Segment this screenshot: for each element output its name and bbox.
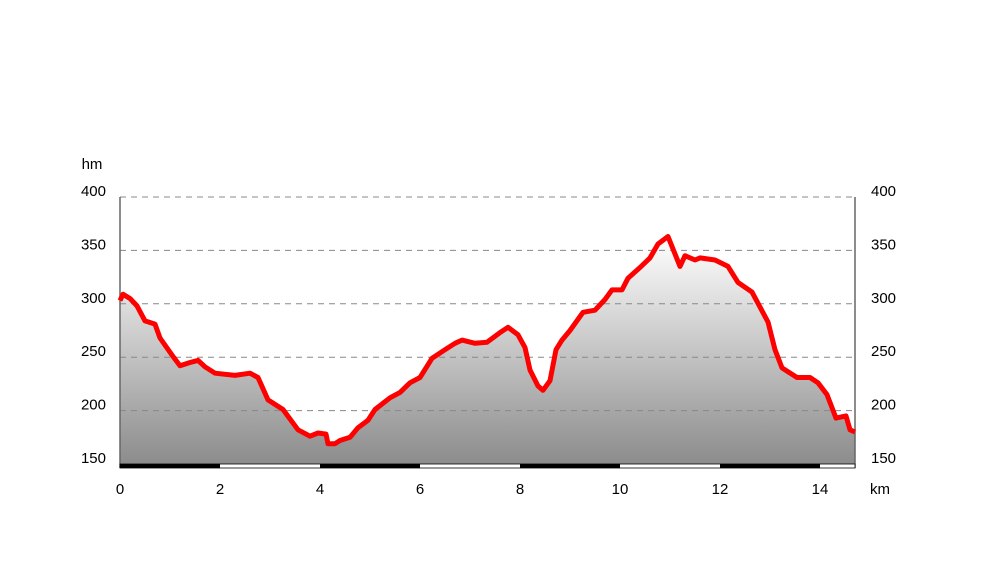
scale-segment: [120, 464, 220, 468]
x-tick-label: 10: [612, 481, 629, 498]
scale-segment: [720, 464, 820, 468]
y-tick-label-right: 250: [871, 343, 896, 360]
y-tick-label-right: 300: [871, 290, 896, 307]
y-tick-label: 200: [81, 397, 106, 414]
y-tick-label: 350: [81, 236, 106, 253]
x-tick-label: 2: [216, 481, 224, 498]
y-tick-label-right: 400: [871, 183, 896, 200]
y-tick-label: 250: [81, 343, 106, 360]
y-tick-label-right: 350: [871, 236, 896, 253]
y-tick-label-right: 200: [871, 397, 896, 414]
x-tick-label: 8: [516, 481, 524, 498]
elevation-line: [117, 234, 857, 447]
scale-segment: [320, 464, 420, 468]
area-fill: [120, 236, 855, 464]
x-axis-label: km: [870, 481, 890, 498]
x-tick-label: 12: [712, 481, 729, 498]
y-tick-label-right: 150: [871, 450, 896, 467]
y-tick-label: 400: [81, 183, 106, 200]
x-tick-label: 14: [812, 481, 829, 498]
y-axis-label: hm: [82, 156, 103, 173]
x-tick-label: 0: [116, 481, 124, 498]
x-tick-label: 4: [316, 481, 324, 498]
x-tick-label: 6: [416, 481, 424, 498]
scale-segment: [520, 464, 620, 468]
y-tick-label: 150: [81, 450, 106, 467]
y-tick-label: 300: [81, 290, 106, 307]
